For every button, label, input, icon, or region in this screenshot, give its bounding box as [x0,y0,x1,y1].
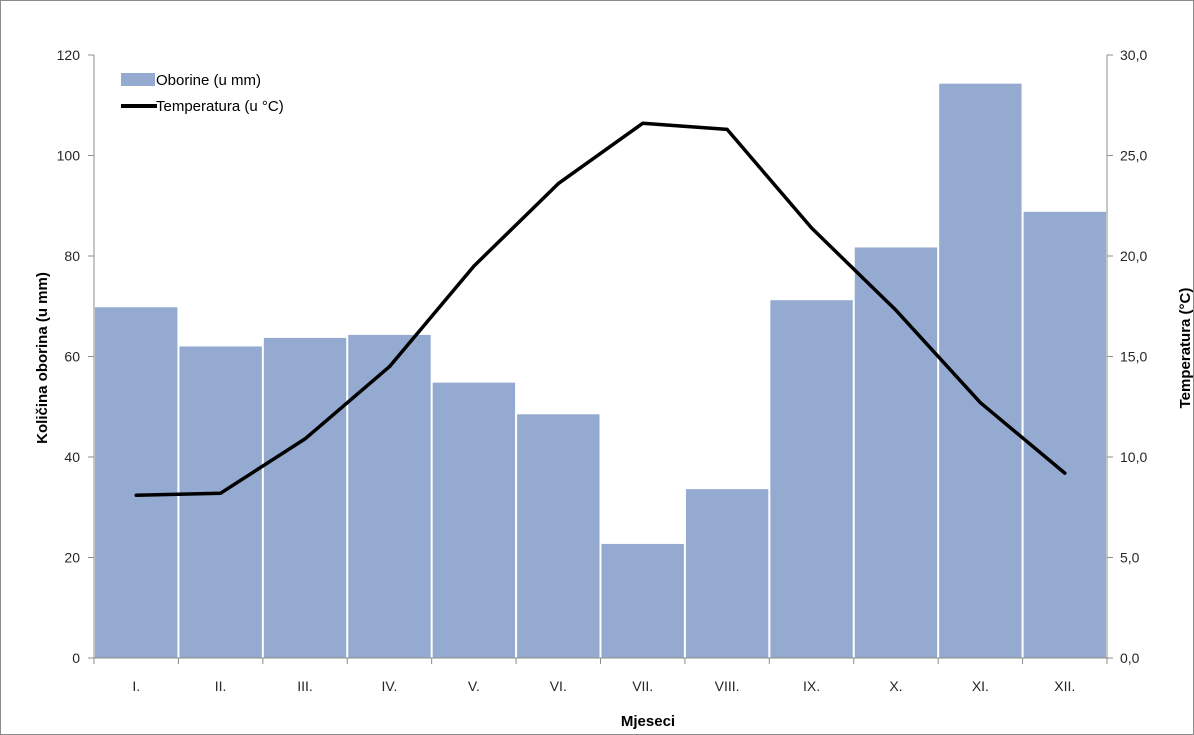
y-right-tick-label: 5,0 [1120,550,1140,566]
temperature-point-9 [810,226,814,230]
temperature-point-2 [219,491,223,495]
x-tick-label: XI. [972,678,989,694]
temperature-point-4 [387,365,391,369]
y-left-tick-label: 40 [64,449,80,465]
y-left-tick-label: 60 [64,349,80,365]
line-layer [134,121,1067,497]
temperature-point-10 [894,308,898,312]
y-left-tick-label: 100 [57,148,81,164]
y-right-tick-label: 10,0 [1120,449,1147,465]
temperature-line [134,121,1067,497]
bar-1 [95,307,178,658]
x-tick-label: V. [468,678,480,694]
x-tick-label: VIII. [715,678,740,694]
x-tick-label: X. [889,678,902,694]
y-right-tick-label: 30,0 [1120,47,1147,63]
x-tick-label: II. [215,678,227,694]
temperature-point-3 [303,437,307,441]
temperature-point-5 [472,264,476,268]
temperature-point-6 [556,182,560,186]
temperature-point-11 [978,401,982,405]
bar-6 [517,414,600,658]
bar-2 [179,346,262,658]
y-left-tick-label: 120 [57,47,81,63]
y-left-tick-label: 20 [64,550,80,566]
x-tick-label: IV. [382,678,398,694]
y-right-tick-label: 15,0 [1120,349,1147,365]
legend-bar-swatch [121,73,155,86]
bars-layer [95,83,1106,658]
y-axis-right-title: Temperatura (°C) [1177,288,1193,409]
y-right-tick-label: 20,0 [1120,248,1147,264]
bar-5 [432,382,516,658]
bar-8 [685,489,769,658]
legend-bar-label: Oborine (u mm) [156,72,261,89]
labels-layer: I. II. III. IV. V. VI. VII. VIII. IX. X. XI. XII. 0 2… [57,47,1148,694]
temperature-point-8 [725,127,729,131]
bar-7 [601,543,684,658]
bar-3 [263,337,347,658]
y-axis-left-title: Količina oborina (u mm) [34,272,51,444]
axes-layer [88,54,1113,664]
temperature-point-1 [134,493,138,497]
x-tick-label: IX. [803,678,820,694]
y-left-tick-label: 80 [64,248,80,264]
legend-line-label: Temperatura (u °C) [156,98,284,115]
bar-9 [770,300,853,658]
x-tick-label: III. [297,678,313,694]
y-right-tick-label: 25,0 [1120,148,1147,164]
y-left-tick-label: 0 [72,650,80,666]
legend: Oborine (u mm) Temperatura (u °C) [121,72,284,115]
y-right-tick-label: 0,0 [1120,650,1140,666]
x-tick-label: I. [132,678,140,694]
bar-10 [854,247,938,658]
bar-4 [348,334,431,658]
temperature-point-12 [1063,471,1067,475]
x-tick-label: VII. [632,678,653,694]
x-tick-label: VI. [550,678,567,694]
bar-12 [1023,211,1106,658]
temperature-point-7 [641,121,645,125]
x-axis-title: Mjeseci [621,713,675,730]
x-tick-label: XII. [1054,678,1075,694]
